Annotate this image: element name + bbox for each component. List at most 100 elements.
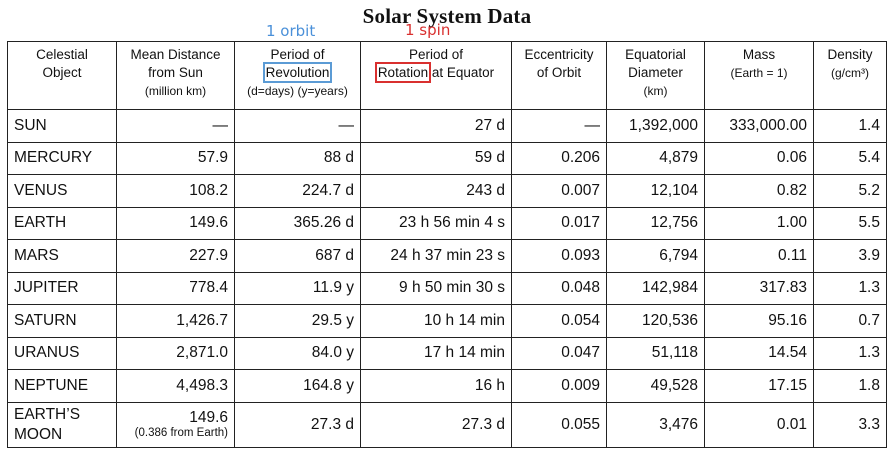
- table-row-neptune: NEPTUNE 4,498.3 164.8 y 16 h 0.009 49,52…: [7, 369, 887, 403]
- cell-revolution: 365.26 d: [234, 206, 361, 240]
- cell-mass: 0.82: [704, 174, 814, 208]
- cell-distance: 4,498.3: [116, 369, 235, 403]
- cell-eccentricity: —: [511, 109, 607, 143]
- cell-diameter: 49,528: [606, 369, 705, 403]
- cell-name: NEPTUNE: [7, 369, 117, 403]
- cell-mass: 17.15: [704, 369, 814, 403]
- cell-density: 1.3: [813, 336, 887, 370]
- cell-eccentricity: 0.017: [511, 206, 607, 240]
- cell-diameter: 12,104: [606, 174, 705, 208]
- cell-name: EARTH’S MOON: [7, 401, 117, 448]
- cell-diameter: 120,536: [606, 304, 705, 338]
- table-row-venus: VENUS 108.2 224.7 d 243 d 0.007 12,104 0…: [7, 174, 887, 208]
- cell-distance: 149.6 (0.386 from Earth): [116, 401, 235, 448]
- cell-density: 5.4: [813, 141, 887, 175]
- cell-name: EARTH: [7, 206, 117, 240]
- cell-diameter: 12,756: [606, 206, 705, 240]
- page-title: Solar System Data: [362, 4, 532, 28]
- revolution-highlight: Revolution: [262, 62, 333, 83]
- cell-revolution: 84.0 y: [234, 336, 361, 370]
- cell-diameter: 6,794: [606, 239, 705, 273]
- header-period-of-revolution: Period of Revolution (d=days) (y=years): [234, 41, 361, 110]
- cell-diameter: 51,118: [606, 336, 705, 370]
- cell-diameter: 3,476: [606, 401, 705, 448]
- cell-density: 5.5: [813, 206, 887, 240]
- solar-system-table: Celestial Object Mean Distance from Sun …: [7, 41, 887, 448]
- table-row-uranus: URANUS 2,871.0 84.0 y 17 h 14 min 0.047 …: [7, 336, 887, 370]
- header-period-of-rotation: Period of Rotation at Equator: [360, 41, 512, 110]
- cell-name: MARS: [7, 239, 117, 273]
- cell-rotation: 16 h: [360, 369, 512, 403]
- cell-mass: 95.16: [704, 304, 814, 338]
- cell-distance: 2,871.0: [116, 336, 235, 370]
- cell-distance: 1,426.7: [116, 304, 235, 338]
- cell-mass: 0.01: [704, 401, 814, 448]
- cell-name: MERCURY: [7, 141, 117, 175]
- header-equatorial-diameter: Equatorial Diameter (km): [606, 41, 705, 110]
- cell-rotation: 17 h 14 min: [360, 336, 512, 370]
- cell-revolution: —: [234, 109, 361, 143]
- cell-revolution: 687 d: [234, 239, 361, 273]
- cell-name: VENUS: [7, 174, 117, 208]
- cell-eccentricity: 0.007: [511, 174, 607, 208]
- cell-distance: 227.9: [116, 239, 235, 273]
- cell-name: JUPITER: [7, 271, 117, 305]
- cell-rotation: 27.3 d: [360, 401, 512, 448]
- spin-annotation: 1 spin: [405, 21, 451, 39]
- rotation-highlight: Rotation: [374, 62, 432, 83]
- cell-revolution: 11.9 y: [234, 271, 361, 305]
- header-density: Density (g/cm³): [813, 41, 887, 110]
- table-row-jupiter: JUPITER 778.4 11.9 y 9 h 50 min 30 s 0.0…: [7, 271, 887, 305]
- cell-eccentricity: 0.206: [511, 141, 607, 175]
- table-row-saturn: SATURN 1,426.7 29.5 y 10 h 14 min 0.054 …: [7, 304, 887, 338]
- header-eccentricity: Eccentricity of Orbit: [511, 41, 607, 110]
- table-row-sun: SUN — — 27 d — 1,392,000 333,000.00 1.4: [7, 109, 887, 143]
- table-row-earth: EARTH 149.6 365.26 d 23 h 56 min 4 s 0.0…: [7, 206, 887, 240]
- cell-eccentricity: 0.048: [511, 271, 607, 305]
- cell-distance: 778.4: [116, 271, 235, 305]
- cell-eccentricity: 0.054: [511, 304, 607, 338]
- cell-density: 5.2: [813, 174, 887, 208]
- header-celestial-object: Celestial Object: [7, 41, 117, 110]
- cell-density: 1.3: [813, 271, 887, 305]
- cell-mass: 0.06: [704, 141, 814, 175]
- header-mean-distance: Mean Distance from Sun (million km): [116, 41, 235, 110]
- table-row-earths-moon: EARTH’S MOON 149.6 (0.386 from Earth) 27…: [7, 401, 887, 448]
- cell-rotation: 23 h 56 min 4 s: [360, 206, 512, 240]
- cell-rotation: 59 d: [360, 141, 512, 175]
- orbit-annotation: 1 orbit: [266, 22, 316, 40]
- cell-revolution: 27.3 d: [234, 401, 361, 448]
- cell-name: SATURN: [7, 304, 117, 338]
- cell-name: SUN: [7, 109, 117, 143]
- cell-eccentricity: 0.047: [511, 336, 607, 370]
- table-row-mercury: MERCURY 57.9 88 d 59 d 0.206 4,879 0.06 …: [7, 141, 887, 175]
- cell-diameter: 1,392,000: [606, 109, 705, 143]
- cell-rotation: 27 d: [360, 109, 512, 143]
- cell-rotation: 24 h 37 min 23 s: [360, 239, 512, 273]
- cell-density: 1.4: [813, 109, 887, 143]
- table-row-mars: MARS 227.9 687 d 24 h 37 min 23 s 0.093 …: [7, 239, 887, 273]
- cell-mass: 1.00: [704, 206, 814, 240]
- cell-rotation: 9 h 50 min 30 s: [360, 271, 512, 305]
- cell-distance: —: [116, 109, 235, 143]
- cell-eccentricity: 0.009: [511, 369, 607, 403]
- cell-rotation: 10 h 14 min: [360, 304, 512, 338]
- cell-density: 3.3: [813, 401, 887, 448]
- cell-rotation: 243 d: [360, 174, 512, 208]
- cell-mass: 317.83: [704, 271, 814, 305]
- cell-distance: 57.9: [116, 141, 235, 175]
- cell-diameter: 142,984: [606, 271, 705, 305]
- cell-diameter: 4,879: [606, 141, 705, 175]
- cell-eccentricity: 0.055: [511, 401, 607, 448]
- cell-revolution: 224.7 d: [234, 174, 361, 208]
- header-row: Celestial Object Mean Distance from Sun …: [7, 41, 887, 110]
- cell-mass: 14.54: [704, 336, 814, 370]
- cell-mass: 0.11: [704, 239, 814, 273]
- distance-note: (0.386 from Earth): [134, 427, 228, 439]
- header-mass: Mass (Earth = 1): [704, 41, 814, 110]
- cell-density: 3.9: [813, 239, 887, 273]
- cell-density: 0.7: [813, 304, 887, 338]
- cell-eccentricity: 0.093: [511, 239, 607, 273]
- cell-revolution: 164.8 y: [234, 369, 361, 403]
- cell-revolution: 88 d: [234, 141, 361, 175]
